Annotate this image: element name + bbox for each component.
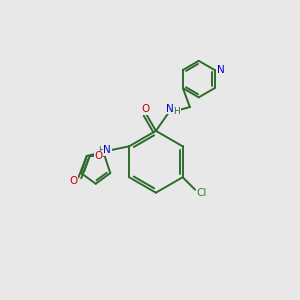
Text: N: N	[217, 65, 225, 75]
Text: O: O	[141, 104, 150, 114]
Text: O: O	[94, 151, 102, 161]
Text: O: O	[69, 176, 77, 186]
Text: N: N	[103, 145, 111, 155]
Text: N: N	[166, 103, 174, 114]
Text: H: H	[98, 146, 105, 154]
Text: Cl: Cl	[196, 188, 207, 198]
Text: H: H	[173, 107, 180, 116]
